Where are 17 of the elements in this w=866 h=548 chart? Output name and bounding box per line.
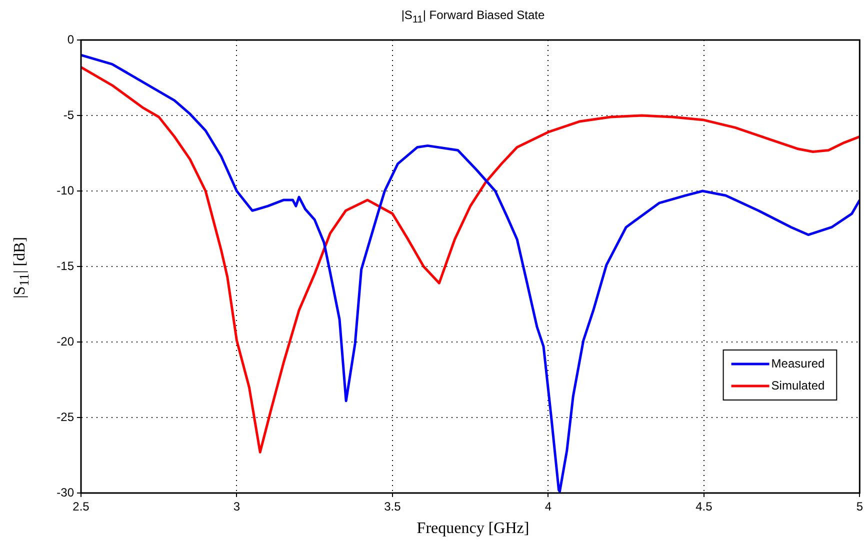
y-tick-label: -25	[56, 410, 74, 424]
y-tick-label: -5	[63, 108, 74, 122]
x-tick-label: 5	[856, 500, 864, 514]
x-tick-label: 4.5	[696, 500, 713, 514]
x-axis-title: Frequency [GHz]	[416, 520, 530, 538]
y-tick-label: -10	[56, 183, 74, 198]
chart-title: |S$_{11}$| Forward Biased State	[400, 8, 546, 26]
y-tick-label: 0	[67, 32, 74, 46]
x-tick-label: 4	[544, 500, 552, 514]
x-tick-label: 3.5	[384, 500, 402, 514]
y-tick-label: -30	[56, 485, 74, 500]
x-tick-label: 3	[233, 500, 240, 514]
x-tick-label: 2.5	[72, 500, 90, 514]
legend-label: Measured	[771, 356, 825, 370]
legend-label: Simulated	[771, 378, 825, 392]
y-tick-label: -20	[56, 334, 74, 348]
y-tick-label: -15	[56, 258, 74, 273]
